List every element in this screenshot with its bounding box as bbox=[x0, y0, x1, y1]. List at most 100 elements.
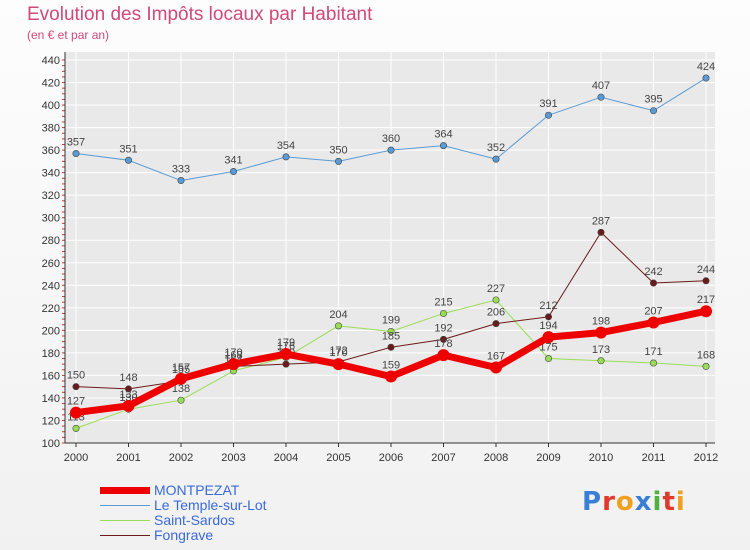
data-label-le-temple-sur-lot: 354 bbox=[277, 140, 295, 152]
data-point-fongrave bbox=[702, 277, 710, 285]
data-label-fongrave: 244 bbox=[697, 264, 715, 276]
y-tick-label-300: 300 bbox=[42, 213, 60, 225]
x-tick-label-2011: 2011 bbox=[642, 452, 666, 464]
data-point-saint-sardos bbox=[702, 362, 710, 370]
data-label-fongrave: 168 bbox=[224, 349, 242, 361]
data-label-le-temple-sur-lot: 351 bbox=[119, 143, 137, 155]
data-point-fongrave bbox=[125, 385, 133, 393]
data-label-le-temple-sur-lot: 360 bbox=[382, 133, 400, 145]
chart-legend: MONTPEZAT Le Temple-sur-Lot Saint-Sardos Fo… bbox=[100, 483, 320, 543]
legend-swatch-fongrave bbox=[100, 535, 150, 536]
y-tick-label-240: 240 bbox=[42, 280, 60, 292]
chart-subtitle: (en € et par an) bbox=[27, 28, 110, 42]
data-point-montpezat bbox=[385, 370, 397, 383]
data-point-montpezat bbox=[595, 326, 607, 339]
data-point-montpezat bbox=[542, 331, 555, 344]
data-label-le-temple-sur-lot: 341 bbox=[224, 155, 242, 167]
data-point-montpezat bbox=[227, 358, 240, 371]
data-point-montpezat bbox=[437, 349, 450, 362]
x-tick-label-2000: 2000 bbox=[64, 452, 88, 464]
data-point-montpezat bbox=[70, 406, 82, 419]
legend-swatch-montpezat bbox=[100, 487, 150, 494]
y-tick-label-400: 400 bbox=[42, 100, 60, 112]
y-tick-label-100: 100 bbox=[42, 438, 60, 450]
logo-letter: x bbox=[634, 487, 653, 517]
data-label-le-temple-sur-lot: 350 bbox=[329, 144, 347, 156]
y-tick-label-200: 200 bbox=[42, 325, 60, 337]
data-point-le-temple-sur-lot bbox=[72, 149, 80, 157]
logo-letter: o bbox=[615, 487, 635, 517]
x-tick-label-2009: 2009 bbox=[536, 452, 560, 464]
data-point-montpezat bbox=[647, 316, 660, 329]
data-label-le-temple-sur-lot: 352 bbox=[487, 142, 505, 154]
legend-label-saint-sardos: Saint-Sardos bbox=[154, 512, 235, 528]
data-label-fongrave: 150 bbox=[67, 370, 85, 382]
data-point-saint-sardos bbox=[597, 357, 605, 365]
data-point-fongrave bbox=[544, 313, 552, 321]
data-point-le-temple-sur-lot bbox=[649, 107, 657, 115]
x-tick-label-2003: 2003 bbox=[221, 452, 245, 464]
data-point-le-temple-sur-lot bbox=[439, 142, 447, 150]
legend-label-fongrave: Fongrave bbox=[154, 527, 214, 543]
data-point-montpezat bbox=[490, 361, 502, 374]
data-label-montpezat: 179 bbox=[277, 337, 295, 349]
x-tick-label-2002: 2002 bbox=[169, 452, 193, 464]
data-point-saint-sardos bbox=[387, 327, 395, 335]
data-label-saint-sardos: 227 bbox=[487, 283, 505, 295]
logo-letter: t bbox=[662, 487, 676, 517]
data-point-le-temple-sur-lot bbox=[387, 146, 395, 154]
logo-letter: i bbox=[652, 487, 663, 517]
data-label-montpezat: 127 bbox=[67, 396, 85, 408]
x-tick-label-2005: 2005 bbox=[326, 452, 350, 464]
data-label-saint-sardos: 215 bbox=[434, 296, 452, 308]
data-label-montpezat: 178 bbox=[434, 338, 452, 350]
data-label-saint-sardos: 138 bbox=[172, 383, 190, 395]
legend-swatch-le-temple-sur-lot bbox=[100, 505, 150, 506]
legend-item-saint-sardos: Saint-Sardos bbox=[100, 513, 320, 528]
data-label-saint-sardos: 199 bbox=[382, 314, 400, 326]
data-point-montpezat bbox=[332, 358, 345, 371]
data-label-fongrave: 155 bbox=[172, 364, 190, 376]
data-label-fongrave: 185 bbox=[382, 330, 400, 342]
data-point-fongrave bbox=[387, 343, 395, 351]
x-tick-label-2012: 2012 bbox=[694, 452, 718, 464]
data-point-le-temple-sur-lot bbox=[492, 155, 500, 163]
data-point-saint-sardos bbox=[177, 396, 185, 404]
legend-item-fongrave: Fongrave bbox=[100, 528, 320, 543]
y-tick-label-320: 320 bbox=[42, 190, 60, 202]
x-tick-label-2001: 2001 bbox=[116, 452, 140, 464]
logo-letter: P bbox=[582, 487, 603, 517]
data-point-fongrave bbox=[492, 320, 500, 328]
data-point-montpezat bbox=[175, 372, 187, 385]
data-point-fongrave bbox=[282, 360, 290, 368]
data-label-fongrave: 206 bbox=[487, 307, 505, 319]
data-label-saint-sardos: 171 bbox=[644, 346, 662, 358]
data-label-saint-sardos: 175 bbox=[539, 342, 557, 354]
data-label-montpezat: 198 bbox=[592, 316, 610, 328]
y-tick-label-380: 380 bbox=[42, 123, 60, 135]
plot-area bbox=[65, 52, 715, 443]
data-label-fongrave: 212 bbox=[539, 300, 557, 312]
data-label-saint-sardos: 173 bbox=[592, 344, 610, 356]
y-tick-label-160: 160 bbox=[42, 370, 60, 382]
legend-item-montpezat: MONTPEZAT bbox=[100, 483, 320, 498]
data-point-saint-sardos bbox=[439, 309, 447, 317]
data-point-fongrave bbox=[649, 279, 657, 287]
data-label-saint-sardos: 176 bbox=[277, 340, 295, 352]
x-tick-label-2007: 2007 bbox=[431, 452, 455, 464]
data-label-le-temple-sur-lot: 407 bbox=[592, 80, 610, 92]
data-point-le-temple-sur-lot bbox=[597, 93, 605, 101]
data-point-saint-sardos bbox=[544, 355, 552, 363]
y-tick-label-420: 420 bbox=[42, 78, 60, 90]
data-label-montpezat: 170 bbox=[329, 347, 347, 359]
legend-label-montpezat: MONTPEZAT bbox=[154, 482, 240, 498]
data-point-montpezat bbox=[280, 348, 292, 361]
legend-item-le-temple-sur-lot: Le Temple-sur-Lot bbox=[100, 498, 320, 513]
data-label-montpezat: 157 bbox=[172, 362, 190, 374]
data-label-le-temple-sur-lot: 395 bbox=[644, 94, 662, 106]
y-tick-label-220: 220 bbox=[42, 303, 60, 315]
x-tick-label-2004: 2004 bbox=[274, 452, 298, 464]
data-label-le-temple-sur-lot: 357 bbox=[67, 136, 85, 148]
